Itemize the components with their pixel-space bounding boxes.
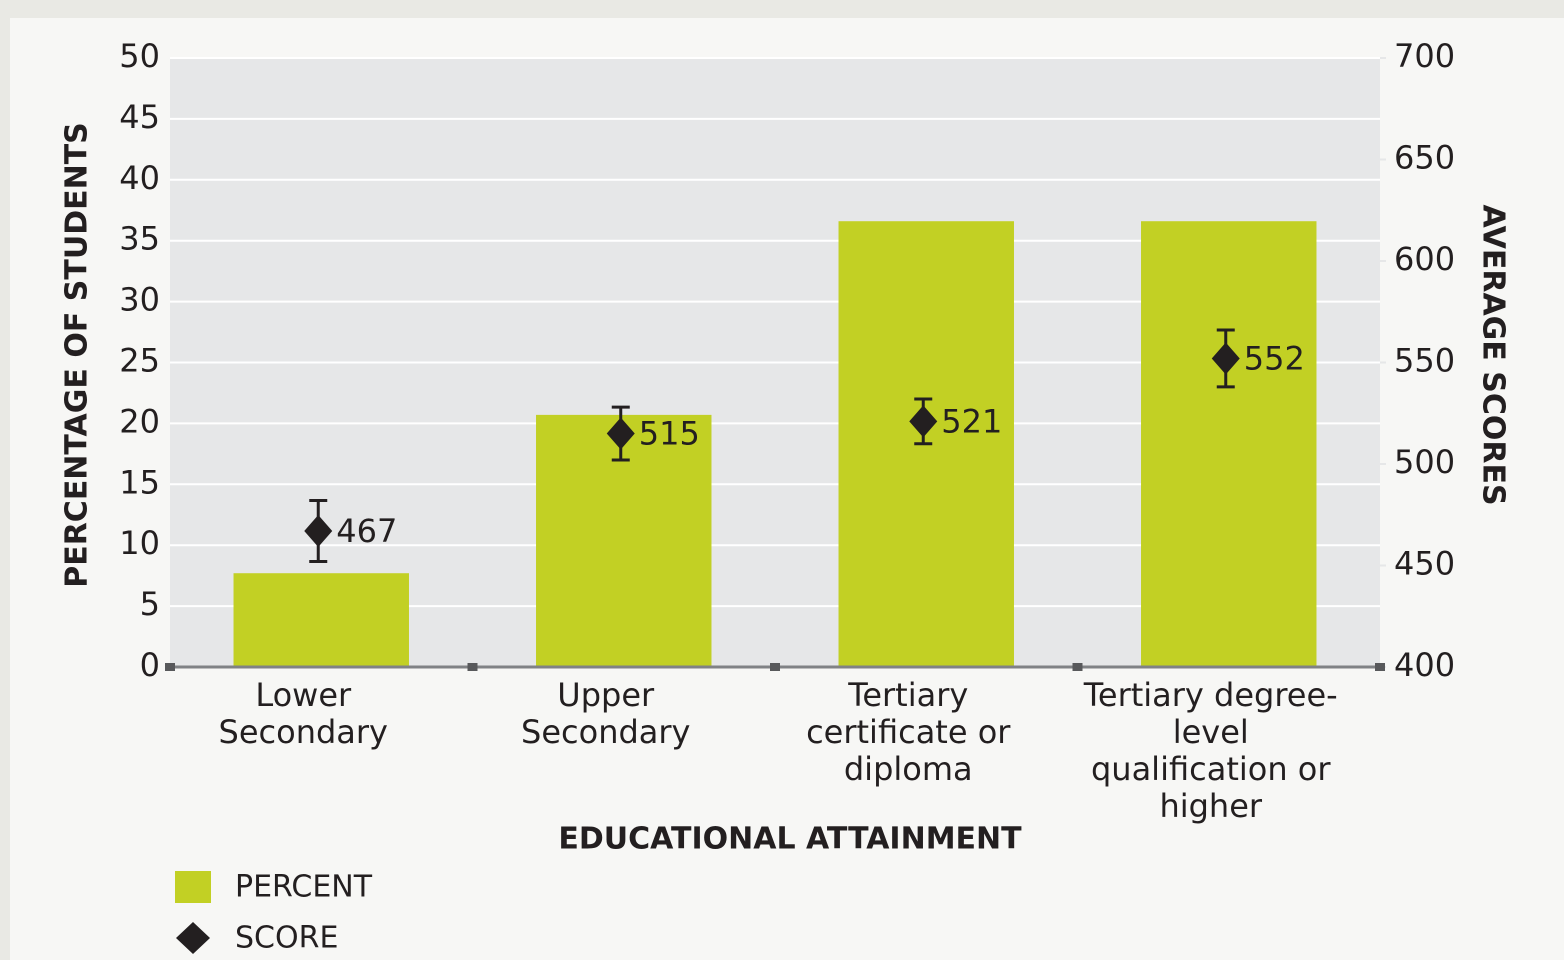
x-tick-label: Tertiary certificate or diploma [806,676,1011,788]
y2-tick-label: 650 [1394,139,1455,177]
legend-swatch [175,871,211,903]
y-tick-label: 20 [119,402,160,440]
bar [1141,221,1317,667]
data-label: 552 [1244,339,1305,377]
y-tick-label: 45 [119,98,160,136]
y-tick-label: 40 [119,159,160,197]
x-tick [165,663,175,671]
y-tick-label: 35 [119,220,160,258]
y-tick-label: 15 [119,463,160,501]
score-marker [304,514,333,547]
x-tick [467,663,478,671]
score-marker [1211,342,1240,375]
y2-axis-label: AVERAGE SCORES [1476,204,1511,505]
x-axis-label: EDUCATIONAL ATTAINMENT [558,822,1022,857]
data-label: 515 [639,415,700,453]
y2-tick-label: 700 [1394,37,1455,75]
y-tick-label: 50 [119,37,160,75]
score-marker [606,417,635,450]
y2-tick-label: 500 [1394,443,1455,481]
y2-tick-label: 550 [1394,342,1455,380]
x-tick-label: Lower Secondary [218,676,388,751]
score-marker [909,405,938,438]
data-label: 521 [941,402,1002,440]
legend-label: PERCENT [235,870,373,905]
y-tick-label: 30 [119,281,160,319]
x-tick-label: Tertiary degree-level qualification or h… [1083,676,1338,825]
y-tick-label: 5 [140,585,160,623]
y-tick-label: 10 [119,524,160,562]
y-tick-label: 25 [119,342,160,380]
data-label: 467 [336,512,397,550]
x-tick-label: Upper Secondary [521,676,691,751]
y2-tick-label: 450 [1394,545,1455,583]
bar [536,414,712,667]
x-tick [1375,663,1385,671]
x-tick [1072,663,1083,671]
legend-swatch [176,922,210,954]
y2-tick-label: 600 [1394,240,1455,278]
bar [233,573,409,667]
y-tick-label: 0 [140,646,160,684]
x-tick [770,663,780,671]
y-axis-label: PERCENTAGE OF STUDENTS [60,122,95,588]
legend-label: SCORE [235,921,338,956]
y2-tick-label: 400 [1394,646,1455,684]
